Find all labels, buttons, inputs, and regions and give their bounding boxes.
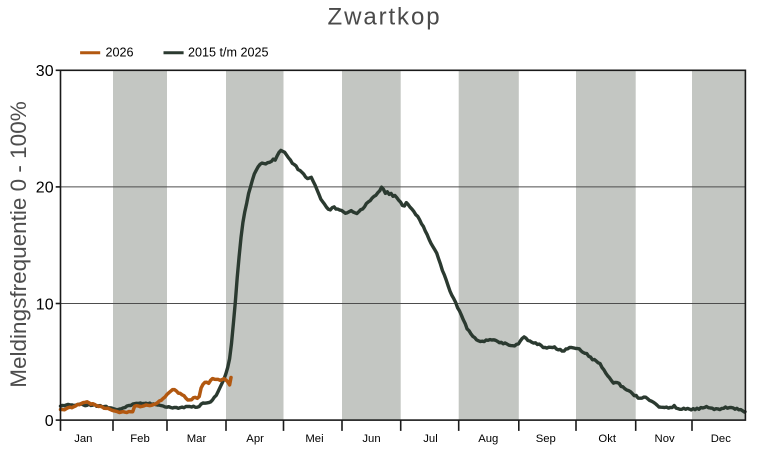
svg-text:2026: 2026 (106, 45, 134, 59)
svg-text:0: 0 (45, 413, 54, 430)
svg-text:Mar: Mar (187, 433, 207, 445)
svg-text:2015 t/m 2025: 2015 t/m 2025 (188, 45, 269, 59)
svg-text:Jan: Jan (74, 433, 92, 445)
svg-text:10: 10 (36, 296, 54, 313)
svg-text:20: 20 (36, 180, 54, 197)
svg-text:Dec: Dec (711, 433, 731, 445)
svg-text:Mei: Mei (305, 433, 323, 445)
svg-text:Nov: Nov (655, 433, 675, 445)
svg-text:Apr: Apr (246, 433, 264, 445)
svg-text:Okt: Okt (598, 433, 616, 445)
svg-text:Sep: Sep (536, 433, 556, 445)
svg-text:Jun: Jun (362, 433, 380, 445)
svg-text:Zwartkop: Zwartkop (328, 3, 442, 30)
svg-text:Aug: Aug (478, 433, 498, 445)
svg-text:Feb: Feb (130, 433, 149, 445)
svg-text:Meldingsfrequentie 0 - 100%: Meldingsfrequentie 0 - 100% (6, 101, 31, 387)
svg-text:30: 30 (36, 63, 54, 80)
svg-text:Jul: Jul (423, 433, 437, 445)
